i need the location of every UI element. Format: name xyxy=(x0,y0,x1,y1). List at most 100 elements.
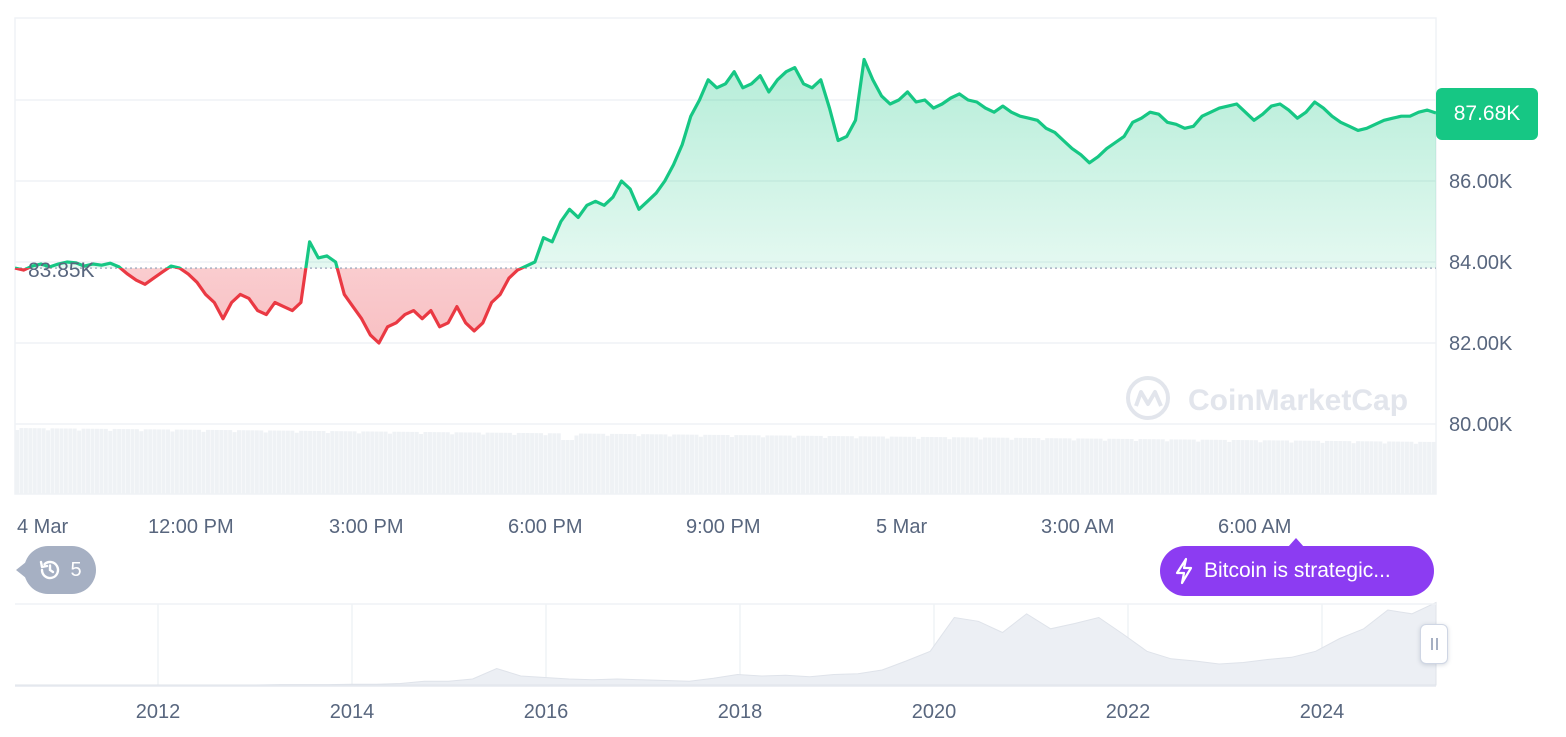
volume-bar xyxy=(663,434,668,494)
volume-bar xyxy=(1018,437,1023,494)
volume-bar xyxy=(756,435,761,494)
volume-bar xyxy=(143,429,148,494)
volume-bar xyxy=(414,431,419,494)
volume-bar xyxy=(543,435,548,494)
volume-bar xyxy=(516,432,521,494)
volume-bar xyxy=(1111,438,1116,494)
volume-bar xyxy=(1174,439,1178,494)
x-axis: 4 Mar 12:00 PM 3:00 PM 6:00 PM 9:00 PM 5 Mar 3… xyxy=(17,516,1291,538)
y-tick-label: 84.00K xyxy=(1449,252,1513,274)
volume-bar xyxy=(228,430,233,494)
volume-bar xyxy=(365,431,370,494)
volume-bar xyxy=(827,436,832,494)
volume-bar xyxy=(694,434,699,494)
volume-bar xyxy=(583,433,588,494)
volume-bar xyxy=(570,440,575,494)
volume-bar xyxy=(836,436,841,494)
volume-bar xyxy=(734,435,739,494)
volume-bar xyxy=(1364,441,1369,494)
volume-bar xyxy=(232,432,237,494)
volume-bar xyxy=(1027,437,1032,494)
volume-bar xyxy=(738,435,743,494)
volume-bar xyxy=(1329,440,1334,494)
volume-bar xyxy=(334,431,339,494)
volume-bar xyxy=(1085,438,1090,494)
volume-bar xyxy=(774,435,779,494)
coinmarketcap-watermark: CoinMarketCap xyxy=(1126,376,1408,420)
volume-bar xyxy=(1089,438,1094,494)
volume-bar xyxy=(1280,440,1285,494)
volume-bar xyxy=(1014,437,1019,494)
volume-bar xyxy=(814,435,819,494)
volume-bar xyxy=(165,429,170,494)
navigator-x-tick-label: 2012 xyxy=(136,701,181,723)
volume-bar xyxy=(574,435,579,494)
navigator-x-tick-label: 2016 xyxy=(524,701,569,723)
volume-bar xyxy=(321,431,326,494)
volume-bar xyxy=(1147,439,1152,494)
volume-bar xyxy=(792,437,797,494)
volume-bar xyxy=(157,429,162,494)
volume-bar xyxy=(1125,438,1130,494)
volume-bar xyxy=(1205,439,1210,494)
volume-bar xyxy=(1156,439,1161,494)
volume-bar xyxy=(1067,438,1072,494)
volume-bar xyxy=(1191,439,1196,494)
price-line-above[interactable] xyxy=(15,57,1437,344)
volume-bar xyxy=(1298,440,1303,494)
volume-bar xyxy=(388,433,393,494)
volume-bar xyxy=(1347,441,1352,494)
volume-bar xyxy=(1373,441,1378,494)
volume-bar xyxy=(1240,440,1245,494)
navigator-x-tick-label: 2024 xyxy=(1300,701,1345,723)
volume-bar xyxy=(152,429,157,494)
volume-bar xyxy=(889,436,894,494)
volume-bar xyxy=(490,432,495,494)
volume-bar xyxy=(1271,440,1276,494)
current-price-badge: 87.68K xyxy=(1436,88,1538,140)
volume-bar xyxy=(192,429,197,494)
volume-bar xyxy=(956,437,961,494)
volume-bar xyxy=(1200,439,1205,494)
volume-bar xyxy=(1098,438,1103,494)
volume-bar xyxy=(370,431,375,494)
volume-bar xyxy=(978,439,983,494)
volume-bar xyxy=(787,435,792,494)
volume-bar xyxy=(294,432,299,494)
volume-bar xyxy=(605,435,610,494)
navigator-x-tick-label: 2014 xyxy=(330,701,375,723)
volume-bar xyxy=(650,434,655,494)
history-button[interactable]: 5 xyxy=(16,546,96,594)
volume-bar xyxy=(401,431,406,494)
volume-bar xyxy=(419,433,424,494)
volume-bar xyxy=(63,428,68,494)
y-tick-label: 80.00K xyxy=(1449,414,1513,436)
y-tick-label: 86.00K xyxy=(1449,171,1513,193)
volume-bar xyxy=(374,431,379,494)
volume-bar xyxy=(823,437,828,494)
navigator[interactable]: 2012 2014 2016 2018 2020 2022 2024 xyxy=(15,601,1437,724)
volume-bar xyxy=(1302,440,1307,494)
volume-bar xyxy=(1342,441,1347,494)
volume-bar xyxy=(343,431,348,494)
volume-bar xyxy=(916,438,921,494)
navigator-handle[interactable] xyxy=(1420,624,1448,664)
volume-bar xyxy=(783,435,788,494)
volume-bar xyxy=(1396,441,1401,494)
volume-bar xyxy=(1076,438,1081,494)
area-above-reference xyxy=(15,59,1436,269)
volume-bar xyxy=(1369,441,1374,494)
volume-bar xyxy=(556,433,561,494)
handle-grip-right xyxy=(1435,638,1438,650)
volume-bar xyxy=(951,437,956,494)
lightning-icon xyxy=(1175,557,1193,585)
volume-bar xyxy=(654,434,659,494)
price-line-below[interactable] xyxy=(14,60,1436,345)
volume-bar xyxy=(1102,440,1107,494)
volume-bar xyxy=(530,433,535,494)
volume-bar xyxy=(1324,440,1329,494)
volume-bar xyxy=(339,431,344,494)
history-icon xyxy=(40,560,60,580)
news-pill[interactable]: Bitcoin is strategic... xyxy=(1160,538,1434,596)
